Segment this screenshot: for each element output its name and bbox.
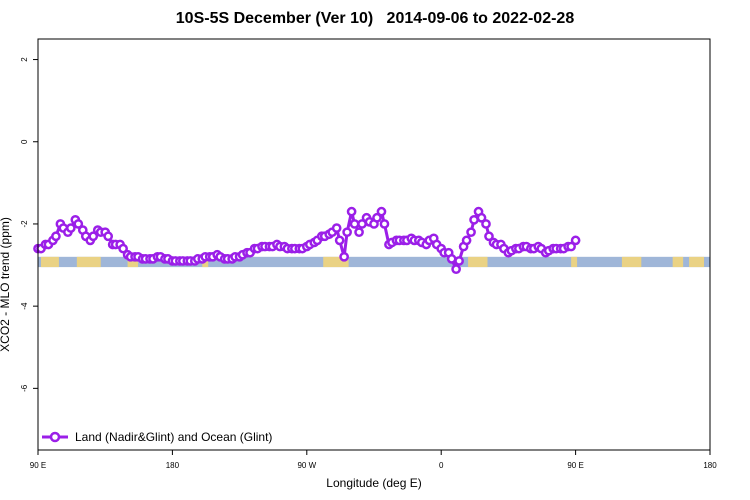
data-point (342, 227, 352, 238)
data-point (331, 223, 342, 233)
data-point (446, 254, 457, 264)
data-point (118, 243, 128, 254)
data-point (334, 235, 345, 246)
x-axis-label: Longitude (deg E) (326, 476, 421, 490)
data-point (73, 219, 84, 229)
data-point (88, 231, 99, 242)
legend-entry: Land (Nadir&Glint) and Ocean (Glint) (75, 430, 272, 444)
land-patch (40, 256, 59, 268)
land-patch (76, 256, 101, 268)
y-tick-label: 0 (20, 139, 29, 144)
plot-frame (37, 38, 711, 451)
axes: 90 E 180 90 W 0 90 E 180 2 0 -2 -4 -6 (20, 57, 717, 470)
data-point (566, 241, 576, 252)
x-tick-label: 90 W (297, 461, 316, 470)
data-point (461, 235, 472, 246)
y-tick-label: -6 (20, 384, 29, 392)
land-patch (323, 256, 349, 268)
data-point (376, 206, 387, 217)
data-point (466, 227, 476, 238)
land-patch (689, 256, 705, 268)
data-point (354, 227, 364, 238)
data-point (379, 219, 390, 229)
data-point (570, 235, 581, 246)
y-tick-label: -4 (20, 302, 29, 310)
y-tick-label: -2 (20, 220, 29, 228)
data-point (476, 212, 487, 223)
data-point (469, 214, 479, 225)
data-point (346, 206, 357, 217)
x-tick-label: 0 (439, 461, 444, 470)
data-point (349, 219, 360, 229)
land-patch (127, 256, 139, 268)
series-layer (33, 206, 581, 275)
data-point (372, 212, 382, 223)
legend: Land (Nadir&Glint) and Ocean (Glint) (42, 430, 272, 444)
land-patch (672, 256, 684, 268)
data-point (481, 219, 491, 229)
land-patch (571, 256, 578, 268)
x-tick-label: 90 E (567, 461, 583, 470)
data-point (339, 251, 349, 262)
x-tick-label: 180 (166, 461, 180, 470)
x-tick-label: 90 E (30, 461, 46, 470)
data-point (454, 256, 464, 266)
data-point (451, 264, 461, 275)
data-point (51, 231, 61, 242)
x-tick-label: 180 (703, 461, 717, 470)
land-patch (621, 256, 642, 268)
legend-point-marker (49, 431, 61, 443)
y-axis-label: XCO2 - MLO trend (ppm) (0, 217, 12, 352)
data-point (103, 231, 114, 242)
land-patch (468, 256, 488, 268)
ocean-band (38, 256, 710, 268)
y-tick-label: 2 (20, 57, 29, 62)
data-point (66, 223, 76, 233)
chart-title: 10S-5S December (Ver 10) 2014-09-06 to 2… (175, 10, 575, 27)
data-point (484, 231, 494, 242)
